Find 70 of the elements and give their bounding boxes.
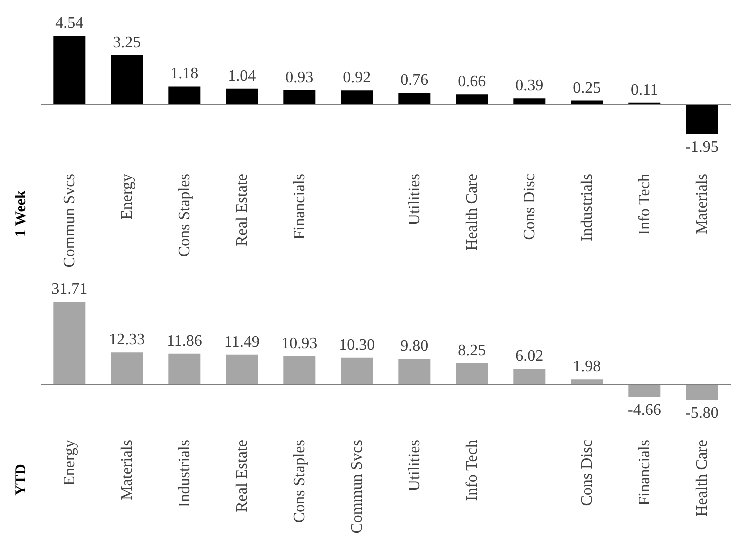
data-label: 1.04: [228, 68, 256, 85]
bar: [456, 363, 488, 385]
data-label: 6.02: [516, 348, 544, 366]
x-tick-label: Utilities: [406, 440, 424, 492]
data-label: 9.80: [400, 338, 429, 356]
bar: [514, 369, 546, 385]
x-tick-label: Cons Staples: [291, 440, 308, 524]
x-tick-label: Financials: [291, 174, 308, 240]
x-tick-label: Cons Staples: [176, 174, 194, 258]
bar: [168, 86, 201, 105]
x-tick-label: Utilities: [406, 174, 424, 226]
data-label: 0.11: [630, 82, 658, 99]
bar: [686, 104, 718, 134]
data-label: 10.93: [282, 335, 318, 352]
bar: [226, 88, 258, 105]
bar: [54, 36, 86, 105]
x-tick-label: Health Care: [694, 440, 711, 517]
x-tick-label: Commun Svcs: [348, 440, 366, 534]
bar: [456, 94, 488, 105]
x-tick-label: Materials: [118, 440, 136, 500]
x-tick-label: Materials: [694, 174, 711, 234]
data-label: 11.86: [166, 332, 202, 350]
data-label: -1.95: [685, 139, 719, 156]
data-label: 0.93: [286, 70, 314, 87]
bar: [54, 302, 86, 385]
bar: [571, 380, 604, 385]
x-tick-label: Cons Disc: [578, 440, 596, 506]
x-tick-label: Info Tech: [636, 174, 654, 236]
data-label: 0.25: [573, 80, 602, 97]
x-tick-label: Commun Svcs: [61, 174, 78, 268]
bar: [284, 356, 316, 385]
x-tick-label: Health Care: [464, 174, 481, 251]
x-tick-label: Energy: [118, 174, 136, 220]
y-axis-title: YTD: [14, 464, 30, 496]
bar: [111, 55, 144, 105]
x-tick-label: Cons Disc: [521, 174, 538, 240]
data-label: 0.66: [458, 74, 486, 91]
x-tick-label: Real Estate: [234, 440, 251, 512]
x-tick-label: Info Tech: [464, 440, 481, 502]
data-label: -4.66: [628, 402, 662, 420]
bar: [686, 384, 718, 400]
bar: [514, 98, 546, 105]
x-tick-label: Real Estate: [234, 174, 251, 246]
data-label: 3.25: [113, 34, 142, 52]
data-label: 10.30: [339, 336, 376, 354]
data-label: 12.33: [109, 332, 146, 349]
data-label: 1.98: [573, 358, 602, 376]
bar: [168, 354, 201, 385]
data-label: 8.25: [458, 342, 486, 360]
data-label: 11.49: [224, 334, 260, 351]
bar: [284, 90, 316, 105]
data-label: 0.92: [343, 70, 372, 87]
bar: [111, 352, 144, 385]
y-axis-title: 1 Week: [14, 190, 30, 238]
data-label: 31.71: [52, 281, 88, 298]
x-tick-label: Industrials: [176, 440, 194, 508]
bar: [341, 90, 374, 105]
data-label: -5.80: [685, 405, 719, 422]
bar: [398, 359, 431, 385]
x-tick-label: Energy: [61, 440, 78, 486]
x-tick-label: Industrials: [578, 174, 596, 242]
data-label: 1.18: [170, 66, 199, 83]
bar: [398, 93, 431, 105]
bar: [628, 384, 661, 398]
data-label: 0.39: [516, 78, 544, 95]
bar: [226, 354, 258, 385]
bar: [341, 358, 374, 385]
data-label: 4.54: [56, 15, 84, 32]
data-label: 0.76: [400, 72, 429, 90]
x-tick-label: Financials: [636, 440, 654, 506]
